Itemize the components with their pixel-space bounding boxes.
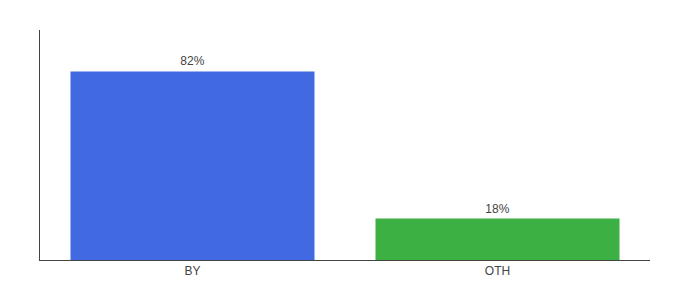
svg-text:82%: 82%: [180, 54, 204, 68]
svg-text:18%: 18%: [485, 202, 509, 216]
svg-text:BY: BY: [184, 264, 200, 278]
svg-text:OTH: OTH: [485, 264, 510, 278]
